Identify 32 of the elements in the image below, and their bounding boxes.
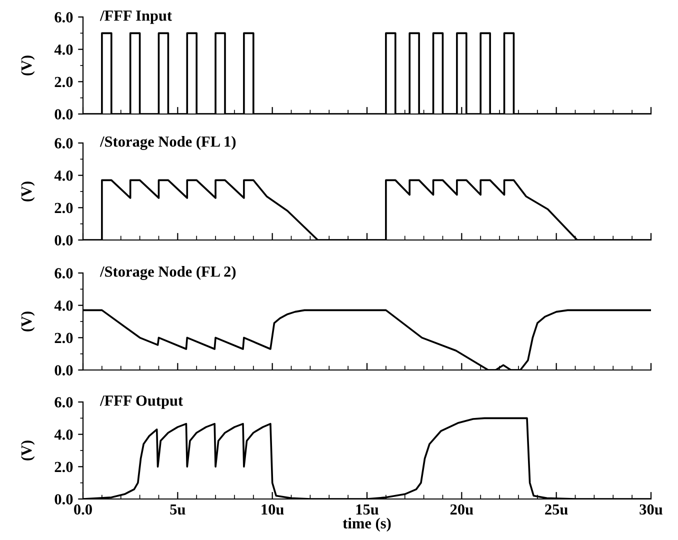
y-axis-title: (V) bbox=[20, 56, 35, 76]
x-tick-label: 30u bbox=[640, 504, 662, 515]
y-tick-label: 6.0 bbox=[54, 268, 73, 279]
y-tick-label: 4.0 bbox=[54, 300, 73, 311]
y-tick-label: 6.0 bbox=[54, 138, 73, 149]
y-tick-label: 2.0 bbox=[54, 332, 73, 344]
x-axis-title: time (s) bbox=[342, 518, 391, 532]
x-tick-label: 10u bbox=[262, 504, 284, 515]
y-tick-label: 4.0 bbox=[54, 44, 73, 55]
y-tick-label: 0.0 bbox=[54, 109, 73, 120]
y-tick-label: 0.0 bbox=[54, 235, 73, 246]
y-tick-label: 0.0 bbox=[54, 365, 73, 376]
chart-title: /FFF Output bbox=[100, 396, 184, 409]
x-tick-label: 0.0 bbox=[74, 504, 92, 515]
y-tick-label: 2.0 bbox=[54, 76, 73, 88]
x-tick-label: 15u bbox=[356, 504, 378, 515]
y-tick-label: 2.0 bbox=[54, 462, 73, 472]
chart-title: /Storage Node (FL 2) bbox=[100, 266, 236, 280]
y-tick-label: 0.0 bbox=[54, 494, 73, 505]
y-axis-title: (V) bbox=[20, 182, 35, 202]
y-axis-title: (V) bbox=[20, 312, 35, 332]
y-tick-label: 4.0 bbox=[54, 429, 73, 440]
chart-title: /Storage Node (FL 1) bbox=[100, 136, 236, 150]
y-tick-label: 6.0 bbox=[54, 12, 73, 23]
x-tick-label: 25u bbox=[545, 504, 568, 515]
y-tick-label: 6.0 bbox=[54, 397, 73, 408]
y-tick-label: 4.0 bbox=[54, 170, 73, 181]
y-axis-title: (V) bbox=[20, 440, 35, 460]
x-tick-label: 20u bbox=[450, 504, 474, 515]
x-tick-label: 5u bbox=[170, 504, 186, 515]
y-tick-label: 2.0 bbox=[54, 202, 73, 214]
chart-title: /FFF Input bbox=[100, 10, 172, 24]
